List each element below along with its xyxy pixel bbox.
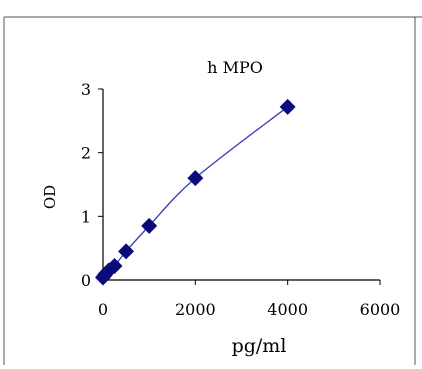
x-tick-label: 6000 (360, 300, 401, 319)
data-point (187, 170, 204, 187)
y-tick-label: 1 (81, 207, 91, 226)
tick-labels: 0 1 2 3 0 2000 4000 6000 (81, 80, 401, 319)
chart-title: h MPO (207, 58, 263, 77)
axes (102, 89, 380, 281)
y-tick-label: 0 (81, 271, 91, 290)
x-tick-label: 4000 (267, 300, 308, 319)
data-point (141, 217, 158, 234)
y-tick-label: 2 (81, 144, 91, 163)
data-point (118, 243, 135, 260)
x-tick-label: 0 (98, 300, 108, 319)
x-tick-label: 2000 (175, 300, 216, 319)
tick-marks (98, 88, 381, 285)
data-points (95, 98, 296, 286)
data-point (106, 257, 123, 274)
data-point (279, 98, 296, 115)
y-axis-label: OD (41, 185, 59, 209)
x-axis-label: pg/ml (232, 335, 287, 357)
y-tick-label: 3 (81, 80, 91, 99)
